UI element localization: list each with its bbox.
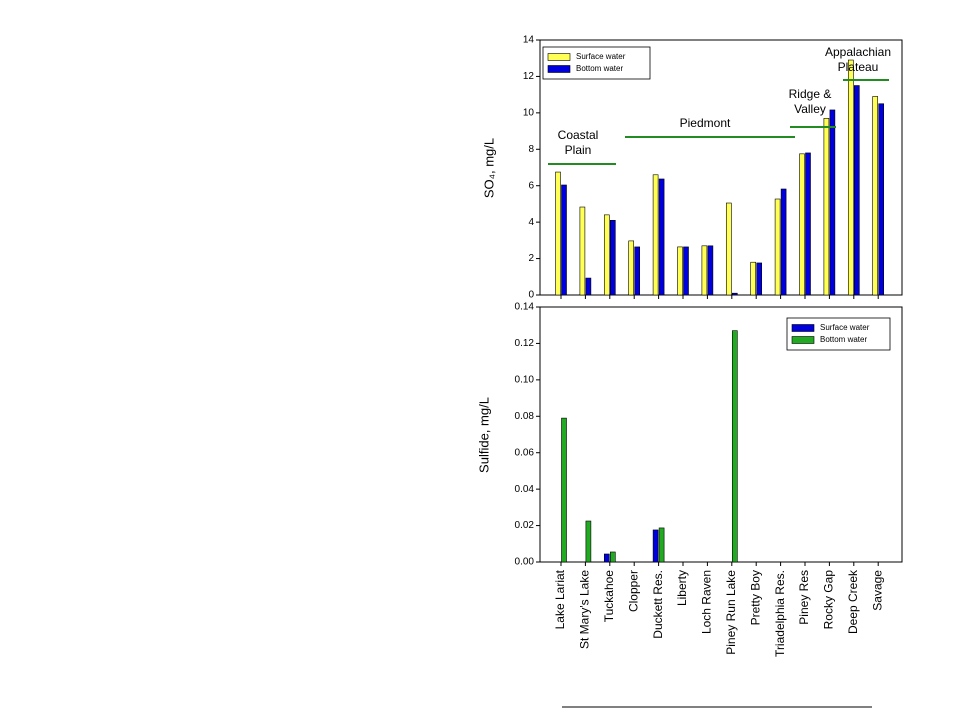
bar <box>774 198 781 296</box>
x-tick-label: Triadelphia Res. <box>773 570 787 657</box>
y-tick-label: 4 <box>528 217 534 228</box>
bar <box>658 527 665 563</box>
x-tick-label: Deep Creek <box>846 569 860 634</box>
annotation: Piedmont <box>680 116 731 130</box>
y-tick-label: 6 <box>528 180 534 191</box>
y-axis-label: SO₄, mg/L <box>481 138 496 198</box>
x-tick-label: Duckett Res. <box>651 570 665 639</box>
bar <box>585 520 592 563</box>
annotation: Appalachian <box>825 45 891 59</box>
bar <box>725 202 732 296</box>
bar <box>878 103 885 296</box>
bar <box>823 118 830 296</box>
bar <box>847 59 854 296</box>
y-tick-label: 14 <box>523 35 535 46</box>
bar <box>603 553 610 563</box>
bar <box>561 184 567 296</box>
bar <box>634 246 641 296</box>
annotation: Valley <box>794 102 826 116</box>
x-tick-label: Liberty <box>675 570 689 606</box>
bar <box>731 330 738 563</box>
y-tick-label: 0.14 <box>515 302 535 313</box>
x-tick-label: Clopper <box>626 570 640 612</box>
legend-label: Bottom water <box>820 335 867 344</box>
x-tick-label: Pretty Boy <box>748 570 762 625</box>
y-tick-label: 8 <box>528 144 534 155</box>
bar <box>603 214 610 296</box>
bar <box>628 240 635 296</box>
bar <box>652 529 659 563</box>
bar <box>707 245 714 296</box>
y-tick-label: 2 <box>528 253 534 264</box>
legend-label: Surface water <box>820 323 870 332</box>
bar <box>652 174 659 296</box>
y-tick-label: 0.12 <box>515 338 535 349</box>
x-tick-label: Savage <box>870 570 884 611</box>
bar <box>677 246 683 296</box>
annotation: Coastal <box>558 128 599 142</box>
annotation: Plain <box>565 143 592 157</box>
bar <box>805 152 811 296</box>
x-tick-label: St Mary's Lake <box>578 570 592 649</box>
x-tick-label: Rocky Gap <box>822 570 836 630</box>
y-tick-label: 0.06 <box>515 447 535 458</box>
bar <box>658 178 665 296</box>
x-tick-label: Tuckahoe <box>602 570 616 623</box>
legend-label: Bottom water <box>576 64 623 73</box>
bar <box>609 220 616 296</box>
y-tick-label: 10 <box>523 107 535 118</box>
x-tick-label: Piney Run Lake <box>724 570 738 655</box>
bar <box>829 109 836 296</box>
bar <box>756 262 763 296</box>
y-tick-label: 0.00 <box>515 557 535 568</box>
bar <box>799 153 805 296</box>
y-tick-label: 12 <box>523 71 535 82</box>
legend-box <box>786 317 891 351</box>
x-tick-label: Lake Lariat <box>553 569 567 629</box>
bar <box>585 277 592 296</box>
legend-swatch <box>791 336 815 344</box>
annotation: Plateau <box>838 60 879 74</box>
bar <box>872 96 879 296</box>
bar <box>683 246 689 296</box>
bar <box>609 551 616 563</box>
bar <box>853 85 860 296</box>
plot-frame <box>539 306 903 563</box>
bar <box>555 171 561 296</box>
legend-swatch <box>547 65 571 73</box>
y-tick-label: 0.10 <box>515 374 535 385</box>
bar <box>780 188 787 296</box>
plot-frame <box>539 39 903 296</box>
y-tick-label: 0.04 <box>515 484 535 495</box>
y-axis-label: Sulfide, mg/L <box>476 397 491 473</box>
x-tick-label: Loch Raven <box>700 570 714 634</box>
bar <box>561 417 567 563</box>
bar <box>701 245 708 296</box>
bar <box>579 206 586 296</box>
y-tick-label: 0.08 <box>515 411 535 422</box>
annotation: Ridge & <box>789 87 832 101</box>
legend-label: Surface water <box>576 52 626 61</box>
y-tick-label: 0 <box>528 290 534 301</box>
legend-swatch <box>791 324 815 332</box>
legend-swatch <box>547 53 571 61</box>
y-tick-label: 0.02 <box>515 520 535 531</box>
x-tick-label: Piney Res <box>797 570 811 625</box>
bar <box>731 292 738 296</box>
bar <box>750 261 757 296</box>
legend-box <box>542 46 651 80</box>
